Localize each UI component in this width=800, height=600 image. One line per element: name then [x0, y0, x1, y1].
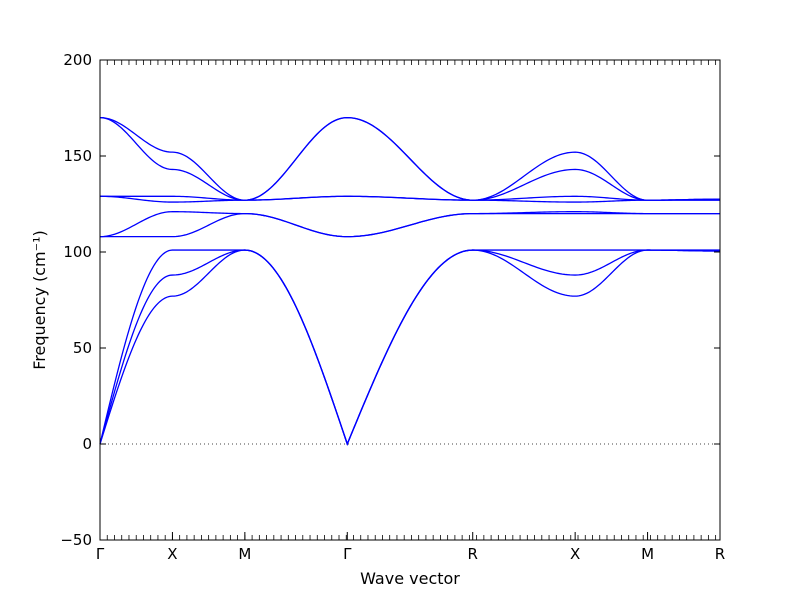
band-line-9	[99, 116, 720, 201]
x-tick-label: R	[715, 545, 725, 563]
y-tick-label: −50	[60, 531, 92, 549]
x-tick-label: X	[570, 545, 580, 563]
band-line-7	[100, 195, 720, 201]
y-tick-label: 50	[73, 339, 92, 357]
y-axis-label: Frequency (cm⁻¹)	[30, 230, 49, 369]
x-tick-label: M	[641, 545, 654, 563]
y-tick-label: 100	[63, 243, 92, 261]
y-tick-label: 150	[63, 147, 92, 165]
x-tick-label: M	[238, 545, 251, 563]
x-tick-label: R	[468, 545, 478, 563]
x-tick-label: Γ	[343, 545, 352, 563]
y-ticks: −50 0 50 100 150 200	[60, 51, 720, 549]
plot-frame	[99, 59, 721, 541]
band-line-3	[99, 249, 720, 446]
band-line-5	[99, 211, 720, 238]
x-axis-label: Wave vector	[360, 569, 460, 588]
x-tick-label: X	[167, 545, 177, 563]
y-tick-label: 200	[63, 51, 92, 69]
plot-background	[100, 60, 720, 540]
plot-area: −50 0 50 100 150 200 Γ X M Γ R X M R	[60, 51, 725, 563]
y-tick-label: 0	[82, 435, 92, 453]
band-lines	[99, 116, 720, 446]
x-tick-label: Γ	[96, 545, 105, 563]
